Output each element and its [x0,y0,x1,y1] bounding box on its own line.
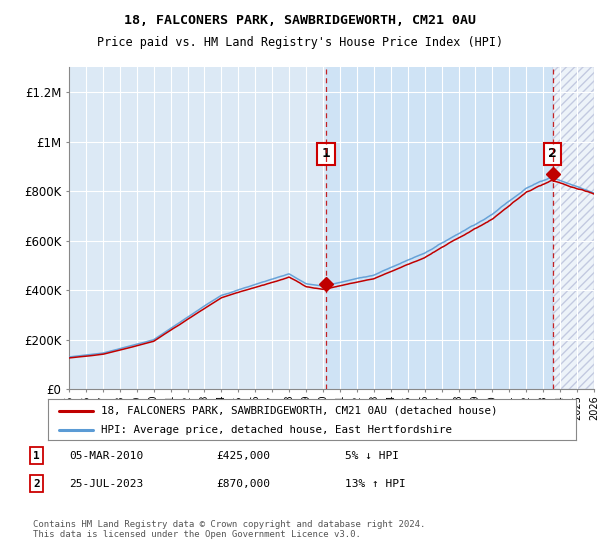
Text: £425,000: £425,000 [216,451,270,461]
Bar [553,67,594,389]
Text: £870,000: £870,000 [216,479,270,489]
Text: 1: 1 [33,451,40,461]
Text: 25-JUL-2023: 25-JUL-2023 [69,479,143,489]
Text: 2: 2 [548,147,557,160]
Text: 18, FALCONERS PARK, SAWBRIDGEWORTH, CM21 0AU (detached house): 18, FALCONERS PARK, SAWBRIDGEWORTH, CM21… [101,405,497,416]
Bar [326,67,553,389]
Text: 13% ↑ HPI: 13% ↑ HPI [345,479,406,489]
Text: Contains HM Land Registry data © Crown copyright and database right 2024.
This d: Contains HM Land Registry data © Crown c… [33,520,425,539]
Text: Price paid vs. HM Land Registry's House Price Index (HPI): Price paid vs. HM Land Registry's House … [97,36,503,49]
Text: 1: 1 [322,147,330,160]
Text: 5% ↓ HPI: 5% ↓ HPI [345,451,399,461]
Text: 05-MAR-2010: 05-MAR-2010 [69,451,143,461]
Text: 2: 2 [33,479,40,489]
Bar [553,67,594,389]
Text: HPI: Average price, detached house, East Hertfordshire: HPI: Average price, detached house, East… [101,424,452,435]
Text: 18, FALCONERS PARK, SAWBRIDGEWORTH, CM21 0AU: 18, FALCONERS PARK, SAWBRIDGEWORTH, CM21… [124,14,476,27]
